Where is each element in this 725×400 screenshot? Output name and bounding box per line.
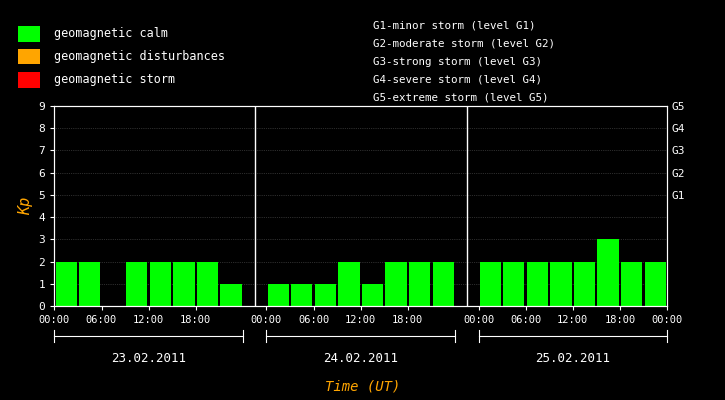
Bar — [362, 284, 383, 306]
Text: 24.02.2011: 24.02.2011 — [323, 352, 398, 364]
Text: geomagnetic storm: geomagnetic storm — [54, 74, 175, 86]
Text: G3-strong storm (level G3): G3-strong storm (level G3) — [373, 57, 542, 67]
Bar — [197, 262, 218, 306]
Bar — [56, 262, 77, 306]
Bar — [126, 262, 147, 306]
Bar — [574, 262, 595, 306]
Bar — [621, 262, 642, 306]
Text: G5-extreme storm (level G5): G5-extreme storm (level G5) — [373, 93, 549, 103]
Text: 23.02.2011: 23.02.2011 — [111, 352, 186, 364]
Bar — [597, 239, 618, 306]
Bar — [291, 284, 312, 306]
Bar — [315, 284, 336, 306]
Bar — [503, 262, 524, 306]
Text: Time (UT): Time (UT) — [325, 380, 400, 394]
Bar — [645, 262, 666, 306]
Bar — [527, 262, 548, 306]
Bar — [386, 262, 407, 306]
Bar — [550, 262, 571, 306]
Text: geomagnetic calm: geomagnetic calm — [54, 28, 168, 40]
Bar — [150, 262, 171, 306]
Y-axis label: Kp: Kp — [18, 197, 33, 215]
Bar — [480, 262, 501, 306]
Bar — [433, 262, 454, 306]
Bar — [79, 262, 100, 306]
Text: G2-moderate storm (level G2): G2-moderate storm (level G2) — [373, 39, 555, 49]
Bar — [339, 262, 360, 306]
Bar — [173, 262, 194, 306]
Text: G4-severe storm (level G4): G4-severe storm (level G4) — [373, 75, 542, 85]
Text: geomagnetic disturbances: geomagnetic disturbances — [54, 50, 225, 63]
Bar — [268, 284, 289, 306]
Bar — [409, 262, 430, 306]
Bar — [220, 284, 241, 306]
Text: G1-minor storm (level G1): G1-minor storm (level G1) — [373, 21, 536, 31]
Text: 25.02.2011: 25.02.2011 — [535, 352, 610, 364]
